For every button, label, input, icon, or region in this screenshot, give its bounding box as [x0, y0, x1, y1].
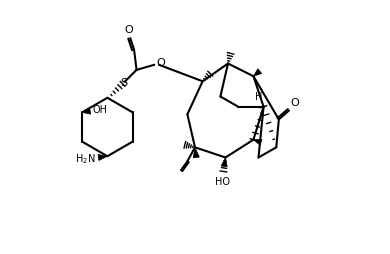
Text: H: H — [255, 91, 262, 102]
Polygon shape — [193, 147, 199, 158]
Polygon shape — [98, 154, 107, 161]
Polygon shape — [254, 139, 262, 145]
Polygon shape — [221, 157, 227, 167]
Text: O: O — [156, 58, 165, 69]
Text: HO: HO — [215, 177, 230, 186]
Text: OH: OH — [92, 105, 107, 115]
Polygon shape — [254, 69, 262, 76]
Text: O: O — [124, 25, 133, 35]
Text: O: O — [290, 99, 299, 108]
Polygon shape — [82, 108, 90, 114]
Text: S: S — [121, 77, 128, 88]
Text: H$_2$N: H$_2$N — [76, 152, 96, 166]
